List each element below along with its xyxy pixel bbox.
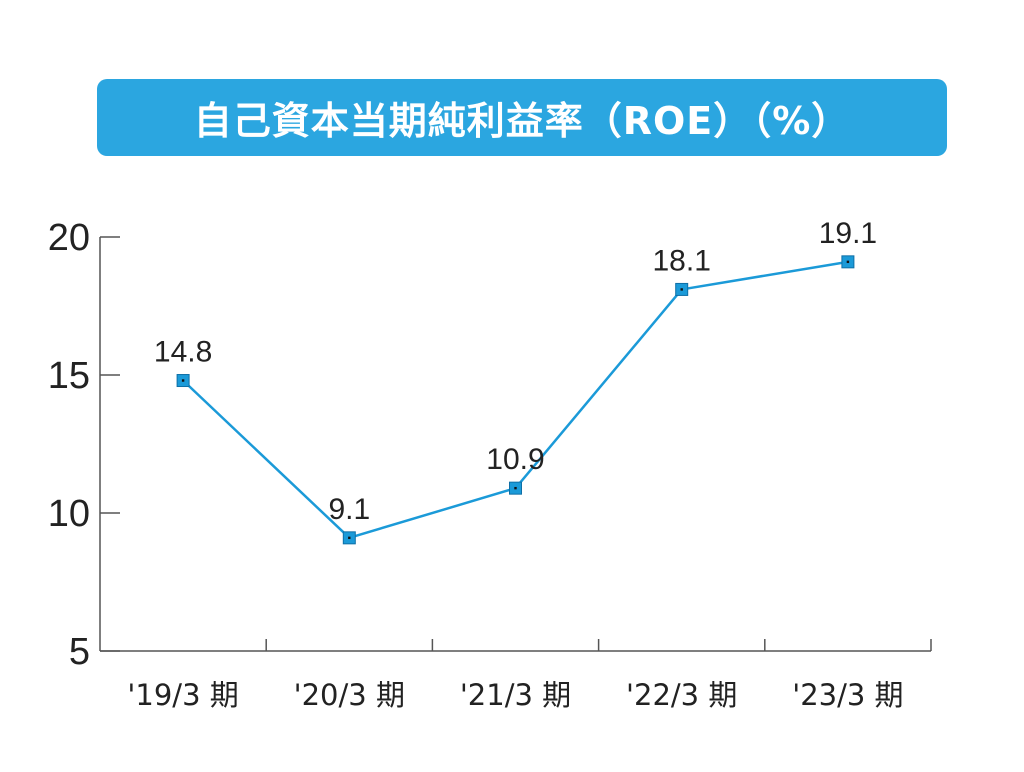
- series-group: [176, 255, 855, 545]
- chart-title-banner: 自己資本当期純利益率（ROE）（%）: [97, 79, 947, 156]
- marker-center-dot: [348, 536, 351, 540]
- y-axis-ticks: 5 10 15 20: [48, 217, 120, 673]
- data-label: 19.1: [819, 217, 877, 250]
- data-label: 14.8: [154, 336, 212, 369]
- x-category-label: '20/3 期: [294, 678, 405, 712]
- marker-center-dot: [181, 379, 185, 382]
- marker-center-dot: [680, 288, 683, 291]
- marker-center-dot: [514, 486, 517, 490]
- x-category-label: '19/3 期: [127, 678, 238, 712]
- series-line: [182, 260, 849, 540]
- y-tick-label: 10: [48, 493, 90, 535]
- x-axis-categories: '19/3 期 '20/3 期 '21/3 期 '22/3 期 '23/3 期: [127, 639, 932, 712]
- y-tick-label: 5: [69, 631, 90, 673]
- y-tick-label: 20: [48, 217, 90, 259]
- data-label: 9.1: [328, 493, 370, 526]
- chart-title: 自己資本当期純利益率（ROE）（%）: [193, 99, 851, 143]
- y-tick-label: 15: [48, 355, 90, 397]
- data-label: 10.9: [486, 443, 544, 476]
- chart-axes: [99, 237, 931, 652]
- marker-center-dot: [846, 260, 850, 264]
- data-label: 18.1: [653, 244, 711, 277]
- x-category-label: '22/3 期: [626, 678, 737, 712]
- x-category-label: '23/3 期: [792, 678, 903, 712]
- data-labels: 14.8 9.1 10.9 18.1 19.1: [154, 217, 877, 526]
- x-category-label: '21/3 期: [460, 678, 571, 712]
